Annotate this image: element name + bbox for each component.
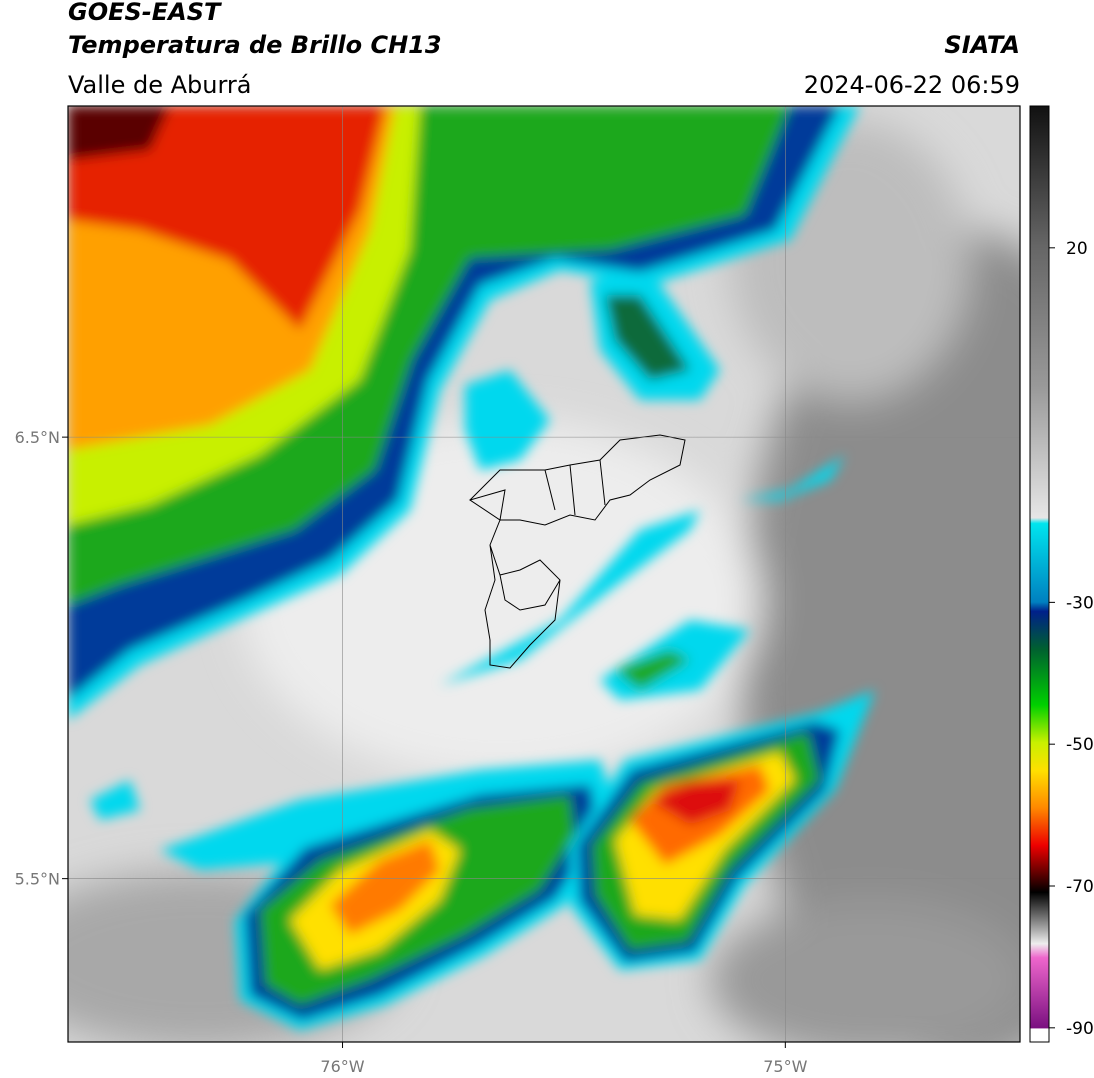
grid [68,106,1020,1042]
satellite-image [68,106,1020,1042]
subtitle: Temperatura de Brillo CH13 [68,31,442,59]
datetime: 2024-06-22 06:59 [804,71,1020,99]
valley-outline [468,434,686,669]
colorbar-tick-label: -90 [1066,1019,1094,1039]
colorbar-tick-label: -50 [1066,735,1094,755]
colorbar-tick-label: -70 [1066,877,1094,897]
y-tick-label: 5.5°N [15,870,60,889]
x-tick-label: 75°W [763,1057,807,1076]
source: SIATA [944,31,1020,59]
title: GOES-EAST [68,0,222,26]
y-tick-label: 6.5°N [15,428,60,447]
map-frame [67,105,1021,1043]
colorbar-tick-label: -30 [1066,593,1094,613]
region: Valle de Aburrá [68,71,252,99]
colorbar [1029,105,1050,1043]
colorbar-tick-label: 20 [1066,239,1088,259]
x-tick-label: 76°W [320,1057,364,1076]
